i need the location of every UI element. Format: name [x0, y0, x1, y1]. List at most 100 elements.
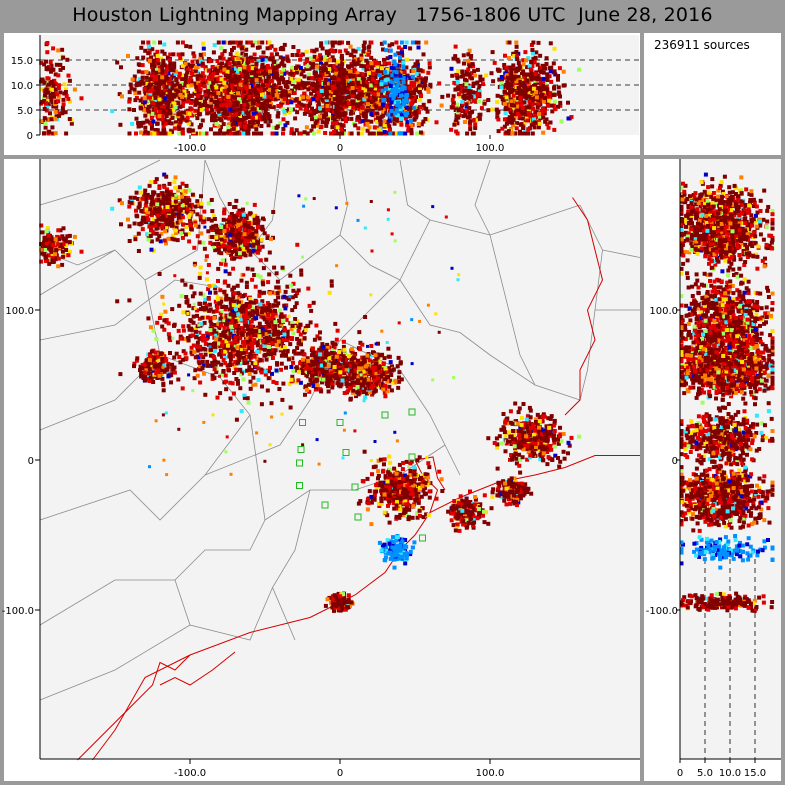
altitude-source [213, 118, 218, 123]
altitude-source [160, 75, 165, 80]
altitude-source [153, 128, 158, 132]
altitude-source [169, 95, 174, 100]
lightning-source [270, 290, 275, 295]
altitude-source [376, 92, 381, 97]
altitude-source [187, 129, 192, 134]
altitude-source [161, 91, 166, 96]
altitude-source [538, 81, 543, 86]
altitude-source [236, 91, 241, 96]
altitude-source [322, 115, 327, 120]
altitude-source [345, 51, 350, 56]
altitude-source [279, 75, 284, 80]
altitude-source [282, 110, 287, 114]
altitude-source [257, 77, 262, 81]
altitude-source [162, 87, 167, 92]
altitude-source [281, 107, 286, 112]
altitude-source [166, 103, 171, 107]
altitude-source [324, 49, 329, 54]
altitude-source [224, 63, 229, 68]
altitude-source [464, 102, 469, 107]
altitude-source [382, 60, 387, 65]
altitude-source [552, 46, 557, 51]
altitude-source [157, 66, 162, 70]
altitude-source [452, 122, 457, 127]
altitude-source [317, 83, 322, 88]
altitude-source [412, 83, 417, 88]
altitude-source [305, 131, 310, 136]
altitude-source [272, 60, 277, 64]
altitude-source [321, 66, 326, 71]
altitude-source [239, 62, 244, 67]
altitude-source [302, 74, 307, 79]
altitude-source [60, 111, 65, 116]
altitude-source [211, 50, 216, 55]
altitude-source [151, 63, 155, 68]
altitude-source [216, 109, 221, 114]
altitude-source [271, 93, 276, 98]
lightning-source [166, 321, 171, 326]
altitude-source [521, 58, 526, 63]
altitude-source [149, 55, 154, 60]
altitude-source [330, 55, 335, 60]
altitude-source [450, 73, 455, 78]
altitude-source [541, 83, 546, 88]
altitude-source [234, 51, 239, 56]
altitude-source [298, 53, 303, 58]
altitude-source [480, 77, 485, 82]
altitude-source [279, 93, 284, 98]
lightning-source [169, 380, 173, 385]
altitude-source [231, 126, 236, 131]
altitude-source [330, 125, 335, 130]
altitude-source [185, 115, 190, 120]
altitude-source [180, 130, 185, 134]
altitude-source [217, 116, 222, 121]
altitude-source [477, 112, 482, 117]
county-line [429, 204, 581, 236]
altitude-source [265, 104, 270, 109]
altitude-source [334, 71, 339, 76]
altitude-source [140, 76, 145, 80]
altitude-source [335, 94, 340, 98]
altitude-source [382, 130, 387, 134]
altitude-source [226, 125, 231, 130]
altitude-source [507, 129, 511, 134]
lightning-source [270, 356, 275, 360]
county-line [272, 489, 311, 641]
altitude-source [379, 41, 384, 46]
altitude-source [446, 93, 451, 98]
altitude-source [312, 54, 317, 59]
altitude-source [340, 117, 345, 122]
altitude-source [541, 115, 546, 120]
altitude-source [148, 95, 152, 100]
altitude-source [471, 84, 476, 88]
altitude-source [267, 74, 271, 79]
altitude-source [49, 98, 54, 103]
altitude-source [290, 82, 295, 87]
altitude-source [156, 61, 161, 66]
altitude-source [376, 84, 381, 89]
altitude-source [281, 80, 286, 85]
altitude-source [440, 94, 445, 99]
altitude-source [45, 41, 50, 45]
altitude-source [281, 131, 285, 136]
altitude-source [228, 101, 233, 106]
altitude-source [226, 99, 231, 104]
altitude-source [549, 103, 554, 108]
altitude-source [356, 80, 361, 85]
altitude-source [526, 111, 531, 115]
altitude-source [60, 47, 65, 52]
altitude-source [173, 71, 178, 76]
altitude-source [315, 109, 320, 114]
altitude-source [531, 86, 536, 91]
altitude-source [313, 115, 318, 120]
altitude-source [310, 64, 315, 69]
altitude-source [266, 90, 271, 95]
altitude-source [374, 119, 379, 124]
altitude-source [386, 98, 391, 103]
lightning-source [235, 331, 240, 336]
altitude-source [524, 105, 529, 110]
altitude-source [350, 99, 355, 104]
lightning-source [159, 312, 164, 317]
altitude-source [115, 60, 120, 65]
